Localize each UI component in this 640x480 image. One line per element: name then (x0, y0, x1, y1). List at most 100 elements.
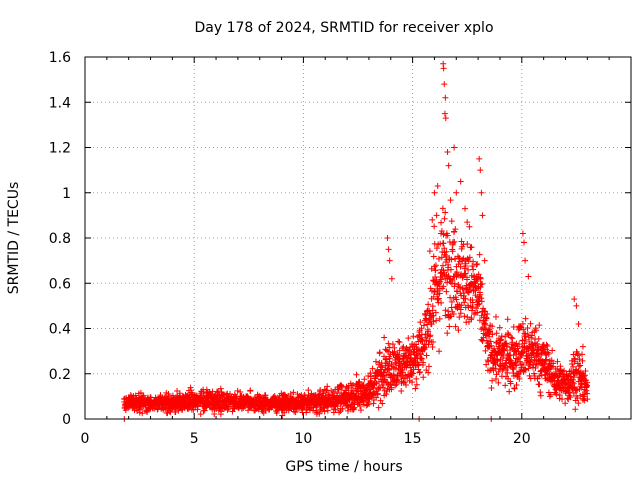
data-point (383, 347, 390, 354)
data-point (480, 305, 487, 312)
data-point (392, 382, 399, 389)
data-point (434, 296, 441, 303)
data-point (444, 232, 451, 239)
data-point (538, 372, 545, 379)
data-point (443, 288, 450, 295)
data-point (449, 277, 456, 284)
data-point (373, 394, 380, 401)
data-point (541, 361, 548, 368)
data-point (495, 368, 502, 375)
data-point (466, 254, 473, 261)
data-points (121, 60, 591, 422)
data-point (440, 240, 447, 247)
data-point (493, 330, 500, 337)
data-point (464, 241, 471, 248)
data-point (438, 227, 445, 234)
data-point (434, 291, 441, 298)
data-point (536, 381, 543, 388)
data-point (543, 346, 550, 353)
data-point (450, 310, 457, 317)
data-point (493, 339, 500, 346)
data-point (509, 339, 516, 346)
data-point (464, 276, 471, 283)
data-point (454, 288, 461, 295)
data-point (457, 263, 464, 270)
data-point (575, 352, 582, 359)
data-point (579, 351, 586, 358)
data-point (409, 379, 416, 386)
data-point (400, 343, 407, 350)
data-point (477, 291, 484, 298)
data-point (440, 283, 447, 290)
data-point (525, 365, 532, 372)
data-point (440, 231, 447, 238)
data-point (197, 411, 204, 418)
data-point (522, 257, 529, 264)
data-point (476, 317, 483, 324)
data-point (388, 275, 395, 282)
data-point (448, 298, 455, 305)
data-point (324, 383, 331, 390)
data-point (486, 328, 493, 335)
data-point (520, 239, 527, 246)
data-point (483, 315, 490, 322)
data-point (548, 357, 555, 364)
data-point (489, 377, 496, 384)
data-point (554, 373, 561, 380)
data-point (458, 302, 465, 309)
data-point (234, 387, 241, 394)
data-point (478, 189, 485, 196)
data-point (321, 408, 328, 415)
data-point (396, 339, 403, 346)
data-point (461, 313, 468, 320)
data-point (443, 248, 450, 255)
data-point (426, 248, 433, 255)
data-point (502, 333, 509, 340)
data-point (438, 254, 445, 261)
data-point (516, 375, 523, 382)
data-point (577, 362, 584, 369)
data-point (582, 368, 589, 374)
data-point (334, 403, 341, 410)
y-tick-label: 0.8 (49, 231, 71, 247)
data-point (387, 382, 394, 389)
data-point (451, 280, 458, 287)
data-point (562, 400, 569, 407)
data-point (488, 342, 495, 349)
data-point (488, 384, 495, 391)
data-point (420, 322, 427, 329)
data-point (139, 410, 146, 417)
data-point (517, 368, 524, 375)
data-point (429, 344, 436, 351)
data-point (317, 387, 324, 394)
data-point (442, 312, 449, 319)
data-point (481, 320, 488, 327)
data-point (489, 331, 496, 338)
data-point (137, 389, 144, 396)
data-point (132, 392, 139, 399)
data-point (375, 404, 382, 411)
data-point (482, 347, 489, 354)
data-point (457, 178, 464, 185)
x-axis-label: GPS time / hours (285, 459, 402, 475)
data-point (383, 356, 390, 363)
data-point (573, 302, 580, 309)
data-point (483, 361, 490, 368)
data-point (433, 212, 440, 219)
y-tick-label: 0 (62, 412, 71, 428)
data-point (576, 363, 583, 370)
data-point (469, 263, 476, 270)
data-point (122, 407, 129, 414)
data-point (500, 352, 507, 359)
data-point (504, 316, 511, 323)
data-point (434, 182, 441, 189)
data-point (402, 379, 409, 386)
data-point (435, 255, 442, 262)
data-point (496, 324, 503, 331)
y-tick-label: 0.4 (49, 322, 71, 338)
data-point (430, 318, 437, 325)
data-point (513, 381, 520, 388)
data-point (547, 391, 554, 398)
data-point (448, 256, 455, 263)
data-point (544, 342, 551, 349)
